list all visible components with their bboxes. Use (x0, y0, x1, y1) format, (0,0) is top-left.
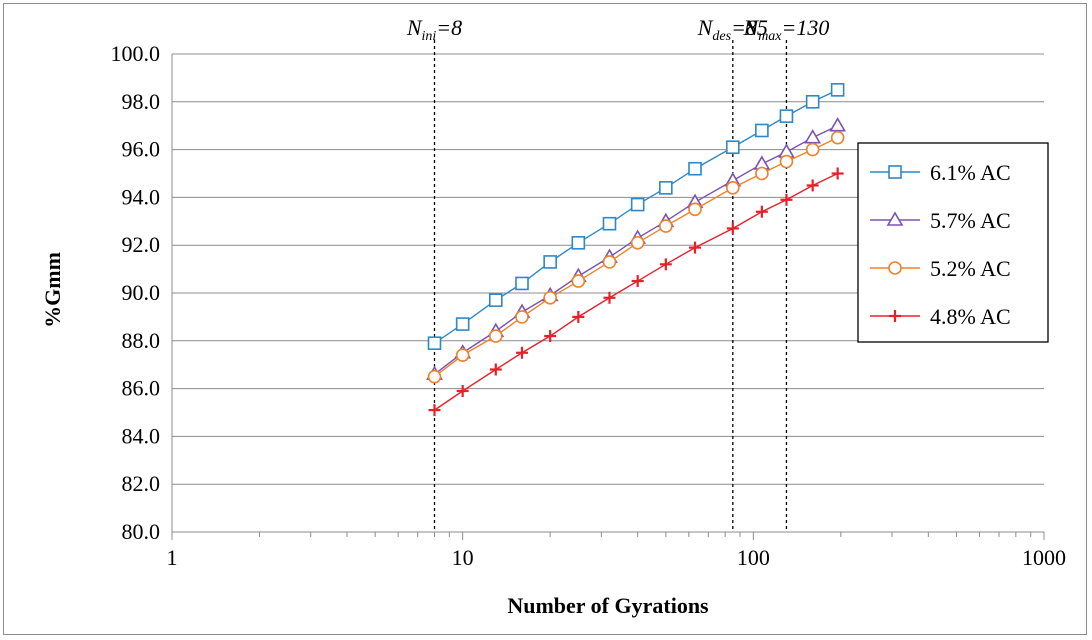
data-point (630, 236, 645, 250)
data-point (889, 310, 901, 322)
data-point (488, 293, 503, 307)
legend-label: 4.8% AC (930, 304, 1011, 329)
y-tick-label: 90.0 (122, 280, 161, 305)
data-point (455, 348, 470, 362)
reference-lines (433, 40, 788, 532)
annotation-n-des: Ndes=85 (697, 15, 768, 44)
y-tick-labels: 80.0 82.0 84.0 86.0 88.0 90.0 92.0 94.0 96.0 98.0… (111, 41, 161, 544)
data-point (630, 197, 645, 212)
y-tick-label: 82.0 (122, 471, 161, 496)
legend-label: 5.2% AC (930, 256, 1011, 281)
data-point (779, 154, 794, 169)
data-point (888, 261, 902, 275)
legend-label: 6.1% AC (930, 160, 1011, 185)
data-point (544, 330, 557, 343)
data-point (779, 109, 794, 123)
data-point (726, 222, 739, 235)
y-tick-label: 94.0 (122, 184, 161, 209)
data-point (602, 216, 617, 231)
data-point (659, 219, 673, 233)
data-point (804, 129, 822, 144)
y-tick-label: 96.0 (122, 137, 161, 162)
data-point (571, 236, 586, 250)
x-tick-label: 1 (167, 545, 178, 570)
data-point (831, 167, 844, 180)
y-tick-label: 98.0 (122, 89, 161, 114)
data-point (805, 142, 820, 157)
data-point (689, 241, 702, 254)
data-point (755, 123, 769, 138)
data-point (755, 205, 768, 218)
y-tick-label: 100.0 (111, 41, 161, 66)
data-point (543, 290, 557, 305)
y-tick-label: 86.0 (122, 376, 161, 401)
data-point (489, 363, 502, 376)
data-point (726, 140, 740, 155)
y-tick-label: 92.0 (122, 232, 161, 257)
plot-series (426, 83, 847, 417)
data-point (571, 274, 586, 288)
data-point (427, 336, 442, 350)
data-point (515, 276, 529, 291)
data-point (830, 130, 845, 145)
data-point (688, 161, 702, 176)
data-point (427, 369, 442, 384)
data-point (659, 258, 672, 271)
data-point (488, 329, 503, 343)
data-point (806, 179, 819, 192)
data-point (688, 202, 702, 217)
legend-label: 5.7% AC (930, 208, 1011, 233)
data-point (455, 317, 470, 331)
x-tick-label: 10 (452, 545, 474, 570)
data-point (631, 275, 644, 288)
data-point (726, 181, 740, 195)
x-axis-title: Number of Gyrations (507, 593, 709, 618)
data-point (515, 310, 529, 324)
data-point (888, 165, 902, 179)
data-point (755, 166, 769, 181)
x-tick-labels: 1 10 100 1000 (167, 545, 1067, 570)
data-point (602, 255, 617, 269)
series-2 (427, 130, 845, 384)
annotation-n-ini: Nini=8 (406, 15, 462, 44)
y-tick-label: 88.0 (122, 328, 161, 353)
data-point (830, 83, 845, 97)
data-point (543, 255, 557, 269)
data-point (780, 193, 793, 206)
y-tick-label: 84.0 (122, 423, 161, 448)
data-point (829, 117, 847, 132)
data-point (572, 310, 585, 323)
data-point (456, 384, 469, 397)
data-point (428, 404, 441, 417)
data-point (515, 346, 528, 359)
annotation-n-max: Nmax=130 (743, 15, 830, 44)
legend: 6.1% AC 5.7% AC 5.2% AC 4.8% AC (857, 142, 1049, 343)
series-3 (428, 167, 844, 417)
data-point (886, 211, 904, 226)
series-0 (427, 83, 845, 350)
x-tick-label: 1000 (1022, 545, 1066, 570)
y-axis-title: %Gmm (40, 252, 65, 328)
data-point (603, 291, 616, 304)
y-tick-label: 80.0 (122, 519, 161, 544)
x-tick-label: 100 (737, 545, 770, 570)
data-point (659, 181, 673, 195)
axes (171, 54, 1045, 540)
data-point (805, 95, 820, 109)
